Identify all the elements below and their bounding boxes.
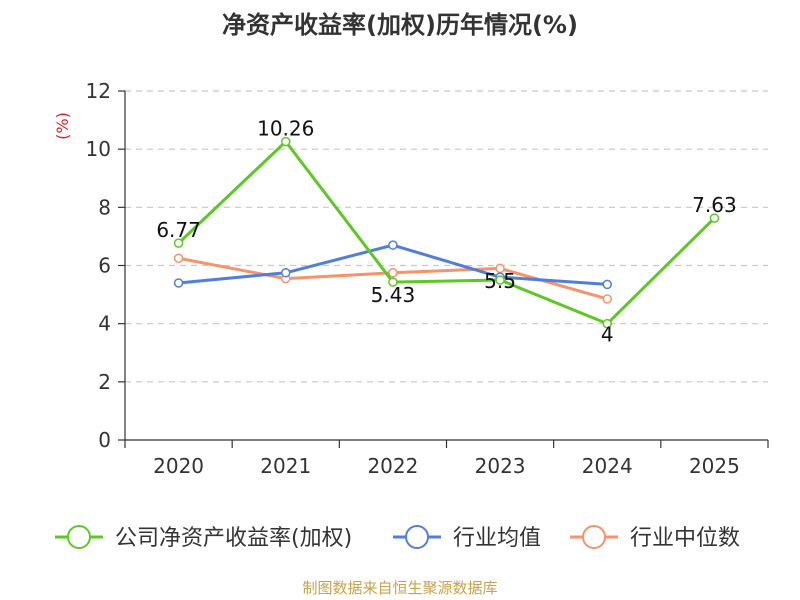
legend-label: 行业均值: [453, 526, 541, 551]
x-tick-label: 2025: [689, 454, 740, 478]
legend-item[interactable]: 公司净资产收益率(加权): [55, 525, 352, 551]
y-axis-label: (%): [53, 112, 72, 140]
legend[interactable]: 公司净资产收益率(加权) 行业均值 行业中位数: [55, 525, 740, 551]
source-note: 制图数据来自恒生聚源数据库: [302, 579, 497, 597]
x-tick-label: 2020: [153, 454, 204, 478]
data-point: [281, 268, 291, 278]
data-label: 10.26: [257, 117, 314, 141]
data-point: [602, 294, 612, 304]
series-group: [173, 136, 720, 329]
y-tick-label: 10: [86, 137, 111, 161]
data-point: [388, 240, 398, 250]
data-point: [388, 268, 398, 278]
data-labels: 6.77 10.26 5.43 5.5 4 7.63: [156, 117, 736, 347]
series-line: [177, 140, 716, 326]
data-label: 6.77: [156, 218, 201, 242]
data-label: 4: [601, 323, 614, 347]
data-point: [388, 277, 398, 287]
data-label: 5.5: [484, 269, 516, 293]
data-point: [709, 213, 720, 223]
x-tick-label: 2021: [260, 454, 311, 478]
legend-swatch-marker: [67, 525, 91, 549]
axes: 0 2 4 6 8 10 12 2020 2021 2022 2023 2024 2025: [86, 79, 769, 478]
data-point: [173, 278, 184, 288]
data-point: [602, 318, 612, 329]
y-tick-label: 2: [98, 370, 111, 394]
data-point: [173, 238, 184, 248]
data-point: [602, 279, 612, 290]
legend-swatch-marker: [405, 525, 429, 549]
legend-swatch-marker: [582, 525, 606, 549]
legend-label: 公司净资产收益率(加权): [115, 526, 352, 551]
data-point: [281, 136, 291, 147]
x-tick-label: 2024: [582, 454, 633, 478]
legend-label: 行业中位数: [630, 526, 740, 551]
data-point: [173, 253, 184, 263]
legend-item[interactable]: 行业中位数: [570, 525, 740, 551]
data-label: 5.43: [371, 283, 416, 307]
grid-lines: [125, 90, 768, 383]
x-tick-label: 2022: [367, 454, 418, 478]
y-tick-label: 6: [98, 254, 111, 278]
chart-title: 净资产收益率(加权)历年情况(%): [222, 11, 578, 39]
y-tick-label: 8: [98, 195, 111, 219]
y-tick-label: 4: [98, 312, 111, 336]
data-point: [495, 275, 505, 285]
y-tick-label: 12: [86, 79, 111, 103]
y-tick-label: 0: [98, 428, 111, 452]
data-label: 7.63: [692, 193, 737, 217]
x-tick-label: 2023: [475, 454, 526, 478]
legend-item[interactable]: 行业均值: [393, 525, 541, 551]
